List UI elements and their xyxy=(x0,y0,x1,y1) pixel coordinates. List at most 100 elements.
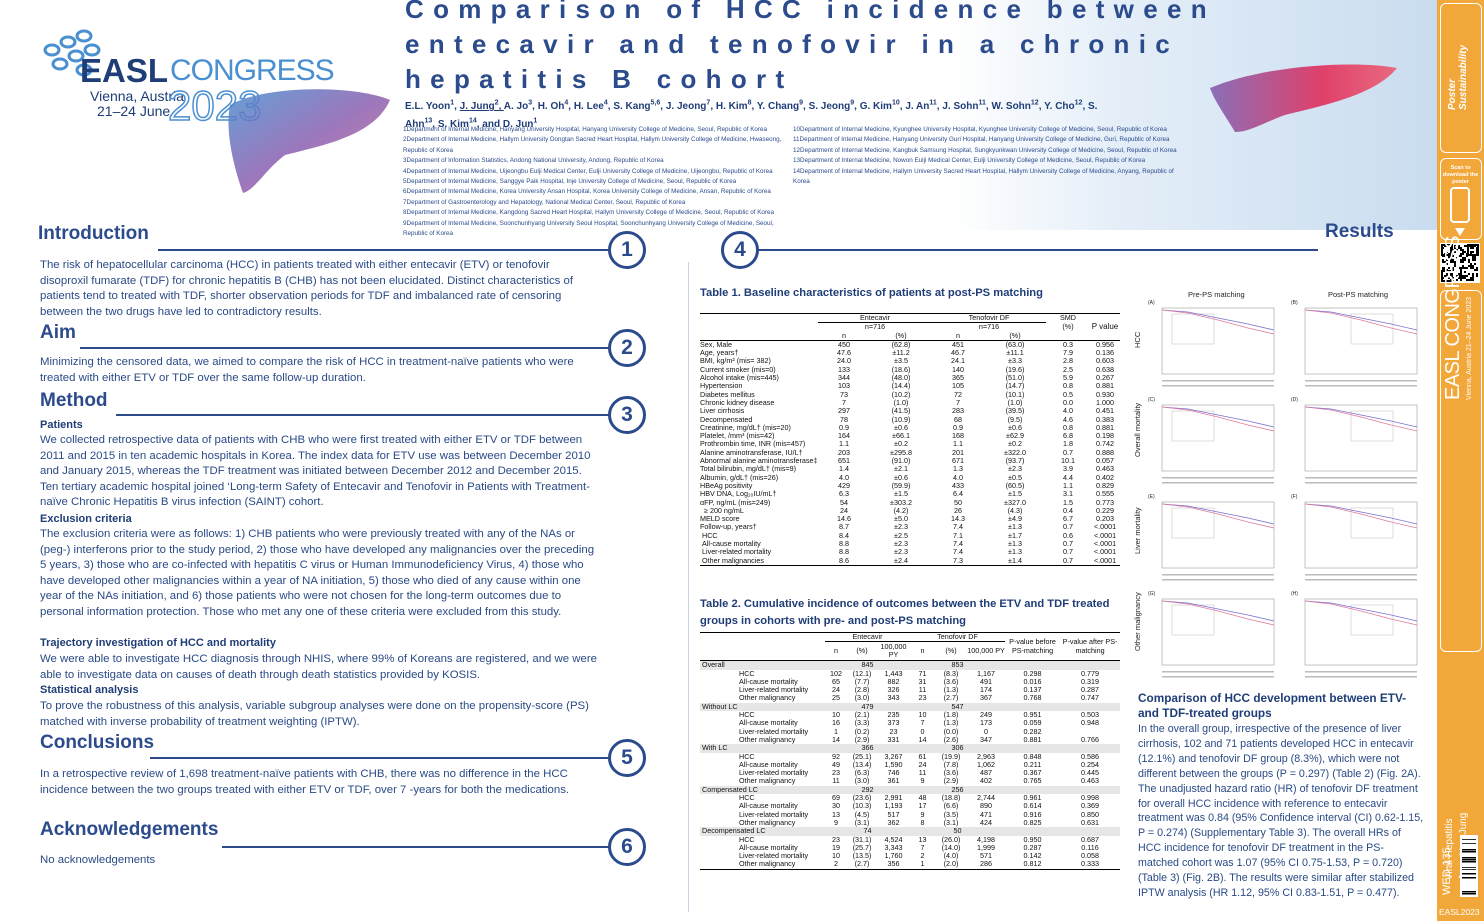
table-cell: 48 xyxy=(918,794,927,803)
table-cell: 0.057 xyxy=(1096,457,1114,466)
table-cell: ±3.3 xyxy=(1008,357,1022,366)
table-cell: 24 xyxy=(832,686,840,695)
table-row: All-cause mortality 65 (7.7) 882 31 (3.6) 491 0… xyxy=(700,678,1120,686)
poster-code: WED-135 xyxy=(1441,847,1453,895)
table-cell: (8.3) xyxy=(943,669,959,678)
table-cell: 23 xyxy=(832,835,840,844)
table-cell: 491 xyxy=(980,677,993,686)
table-cell: 0.998 xyxy=(1081,794,1100,803)
author-name: J. Jeong xyxy=(665,101,707,113)
qr-cell xyxy=(1444,275,1446,277)
plot-frame xyxy=(1304,307,1418,375)
qr-cell xyxy=(1472,277,1474,279)
qr-cell xyxy=(1450,259,1452,261)
table-cell: ±1.5 xyxy=(1008,490,1022,499)
sidebar-tag: EASL2023 xyxy=(1439,907,1480,917)
table-cell: 9 xyxy=(920,777,925,786)
table-cell: 0.7 xyxy=(1046,556,1090,566)
acknowledgements-text: No acknowledgements xyxy=(40,854,156,866)
author: J. An11, xyxy=(905,100,943,113)
table-row: Other malignancy 2 (2.7) 356 1 (2.0) 286 0.812 0… xyxy=(700,860,1121,870)
author: S. Kim14, xyxy=(437,117,483,130)
table-cell: (19.6) xyxy=(1005,365,1025,374)
qr-cell xyxy=(1460,261,1462,263)
table-cell: HCC xyxy=(739,711,755,720)
table-cell: 373 xyxy=(887,719,900,728)
author-name: H. Lee xyxy=(573,101,604,113)
qr-cell xyxy=(1454,261,1456,263)
table-row: All-cause mortality 30 (10.3) 1,193 17 (6.6) 8… xyxy=(700,802,1120,810)
group-n: 50 xyxy=(953,827,962,836)
qr-cell xyxy=(1462,275,1464,277)
author-affiliation: 13 xyxy=(424,117,433,125)
author-affiliation: 1 xyxy=(533,117,538,125)
qr-cell xyxy=(1464,275,1466,277)
qr-cell xyxy=(1464,267,1466,269)
sidebar-place: Vienna, Austria 21–24 June 2023 xyxy=(1466,296,1473,400)
table-cell: (1.0) xyxy=(1007,398,1023,407)
section-rule xyxy=(80,347,613,349)
table-cell: 0.687 xyxy=(1081,835,1100,844)
table-cell: ≥ 200 ng/mL xyxy=(700,506,744,515)
table-cell: (59.9) xyxy=(891,481,911,490)
table-cell: 0.463 xyxy=(1096,465,1114,474)
qr-cell xyxy=(1466,275,1468,277)
table-cell: 1 xyxy=(910,860,936,870)
table-cell: 1,167 xyxy=(977,669,996,678)
table-row: HBV DNA, Log₁₀IU/mL† 6.3 ±1.5 6.4 ±1.5 3.1 0.5… xyxy=(700,490,1120,498)
qr-finder xyxy=(1441,244,1453,256)
author-name: S. Ahn xyxy=(405,101,1098,130)
qr-cell xyxy=(1468,259,1470,261)
qr-cell xyxy=(1456,249,1458,251)
table-cell: 249 xyxy=(980,711,993,720)
table-cell: Diabetes mellitus xyxy=(700,390,755,399)
group-row: Without LC 479 547 xyxy=(700,702,1121,712)
curve xyxy=(1161,503,1275,525)
method-subheading: Trajectory investigation of HCC and mort… xyxy=(40,637,276,649)
table-cell: 347 xyxy=(980,735,993,744)
table-cell: 0.136 xyxy=(1096,349,1114,358)
risk-table-row xyxy=(1305,385,1417,387)
panel-letter: (A) xyxy=(1148,300,1155,306)
table-cell: 73 xyxy=(840,390,848,399)
table-row: Other malignancy 9 (3.1) 362 8 (3.1) 424 0.825 0… xyxy=(700,819,1120,827)
header-cell: (%) xyxy=(847,641,877,662)
header-cell: n xyxy=(932,331,984,341)
table-cell: 671 xyxy=(952,457,964,466)
qr-cell xyxy=(1466,267,1468,269)
author: S. Ahn13, xyxy=(405,101,1098,130)
table-cell: 0.555 xyxy=(1096,490,1114,499)
qr-cell xyxy=(1456,257,1458,259)
table-cell: 68 xyxy=(954,415,962,424)
step-number: 6 xyxy=(608,828,646,866)
author-affiliation: 5,6 xyxy=(650,100,661,107)
table-cell: 297 xyxy=(838,407,850,416)
table-cell: ±0.2 xyxy=(1008,440,1022,449)
author-name: J. Jung xyxy=(459,101,495,113)
bar-line xyxy=(1462,867,1476,868)
qr-cell xyxy=(1454,247,1456,249)
table-cell: (10.3) xyxy=(852,802,872,811)
table-cell: 0.829 xyxy=(1096,481,1114,490)
table-cell: 11 xyxy=(918,686,927,695)
header-cell: Entecavir xyxy=(818,312,932,323)
table-cell: All-cause mortality xyxy=(739,802,798,811)
table-cell: 0.768 xyxy=(1023,694,1042,703)
table-cell: 0.333 xyxy=(1060,860,1121,870)
method-text: The exclusion criteria were as follows: … xyxy=(40,528,595,618)
table-cell xyxy=(1005,661,1120,670)
qr-cell xyxy=(1460,259,1462,261)
km-panel: (A) xyxy=(1148,300,1278,392)
table-cell: (2.7) xyxy=(847,860,877,870)
group-n: 853 xyxy=(951,660,964,670)
table-cell: 487 xyxy=(980,769,993,778)
table-cell: 0.603 xyxy=(1096,357,1114,366)
intro-text: The risk of hepatocellular carcinoma (HC… xyxy=(40,259,574,318)
qr-cell xyxy=(1472,257,1474,259)
table-cell: 0.888 xyxy=(1096,448,1114,457)
table-row: Alanine aminotransferase, IU/L† 203 ±295.8… xyxy=(700,449,1120,457)
affiliation-number: 6 xyxy=(403,188,407,196)
affiliation: 10Department of Internal Medicine, Kyung… xyxy=(793,125,1178,135)
table-cell: 201 xyxy=(952,448,964,457)
table-cell: (7.7) xyxy=(854,677,870,686)
